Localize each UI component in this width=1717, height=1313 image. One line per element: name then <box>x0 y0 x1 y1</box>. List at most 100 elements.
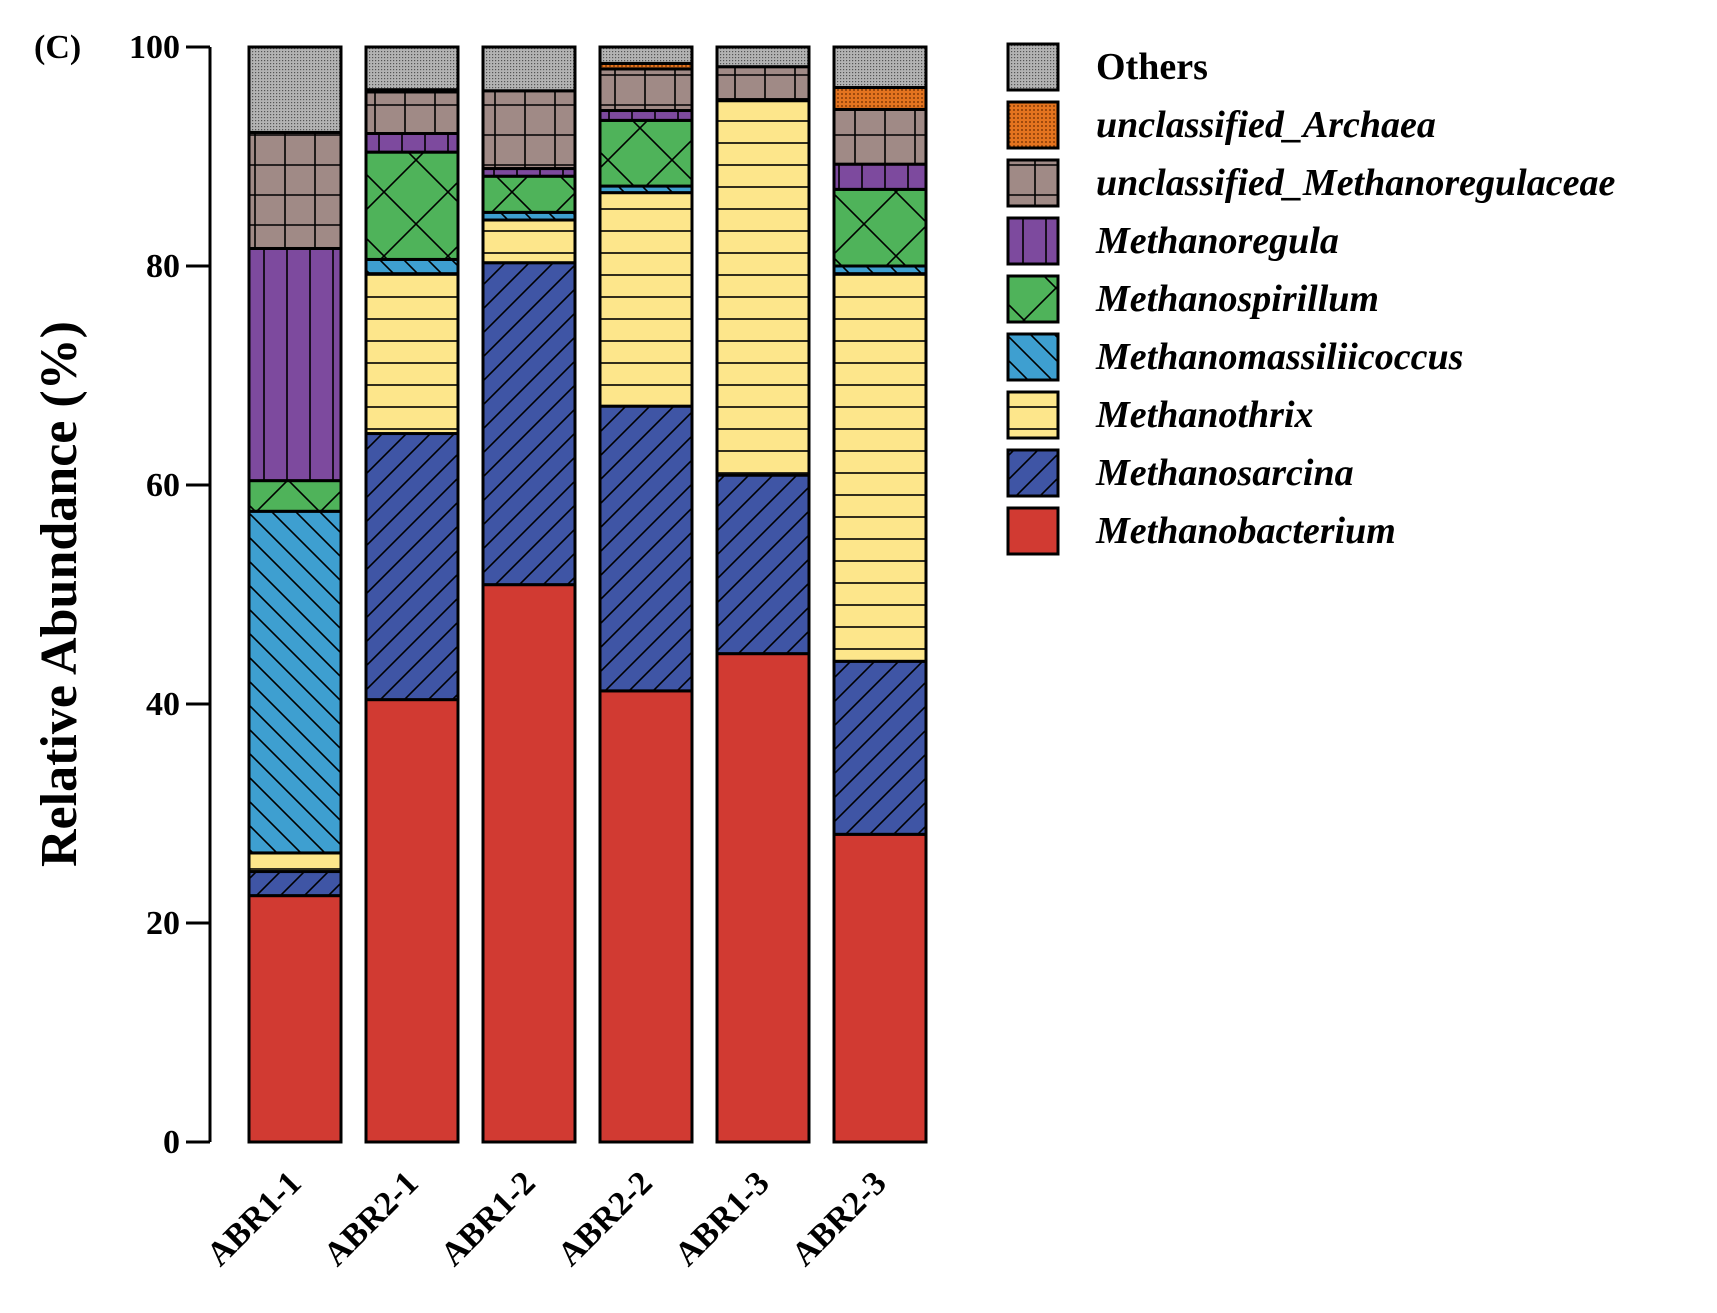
x-tick-label: ABR1-1 <box>200 1164 309 1273</box>
segment-pattern <box>249 47 341 133</box>
segment-pattern <box>366 433 458 700</box>
bar-segment-abr2-2-methanobacterium <box>598 689 694 1144</box>
segment-pattern <box>483 212 575 221</box>
y-tick-label: 0 <box>163 1124 180 1161</box>
x-tick-label: ABR2-2 <box>551 1164 660 1273</box>
segment-pattern <box>600 47 692 64</box>
segment-pattern <box>366 91 458 134</box>
bar-segment-abr1-2-methanobacterium <box>481 583 577 1144</box>
legend-label: unclassified_Methanoregulaceae <box>1096 162 1615 204</box>
bar-segment-abr2-1-methanoregula <box>364 132 460 154</box>
segment-pattern <box>483 262 575 585</box>
bar-abr2-3 <box>832 45 928 1144</box>
segment-border <box>481 45 577 93</box>
segment-fill <box>717 653 809 1142</box>
segment-pattern <box>834 266 926 274</box>
y-tick-label: 20 <box>146 905 180 942</box>
bar-abr2-2 <box>598 45 694 1144</box>
segment-pattern <box>249 511 341 853</box>
segment-pattern <box>600 406 692 691</box>
segment-pattern <box>366 47 458 90</box>
bar-segment-abr2-2-unclassified-methanoregulaceae <box>598 67 694 113</box>
bar-segment-abr1-3-methanosarcina <box>715 473 811 656</box>
y-tick-label: 80 <box>146 248 180 285</box>
segment-pattern <box>483 168 575 177</box>
legend-label: Others <box>1096 46 1208 88</box>
legend-swatch-pattern <box>1008 218 1058 264</box>
bar-segment-abr1-1-methanosarcina <box>247 870 343 898</box>
segment-border <box>715 45 811 69</box>
x-tick-label: ABR2-1 <box>317 1164 426 1273</box>
segment-pattern <box>483 220 575 263</box>
x-tick-label: ABR1-2 <box>434 1164 543 1273</box>
segment-fill <box>834 834 926 1142</box>
legend-item-methanospirillum: Methanospirillum <box>1006 274 1379 324</box>
bar-segment-abr1-2-methanosarcina <box>481 261 577 587</box>
legend-label: Methanomassiliicoccus <box>1095 336 1463 378</box>
bar-segment-abr1-2-methanospirillum <box>481 174 577 214</box>
bar-segment-abr1-3-methanobacterium <box>715 652 811 1144</box>
legend-swatch-border <box>1006 448 1060 498</box>
legend-item-methanoregula: Methanoregula <box>1006 216 1339 266</box>
segment-pattern <box>600 110 692 121</box>
bar-abr2-1 <box>364 45 460 1144</box>
y-tick-label: 100 <box>129 29 180 66</box>
x-tick-label: ABR1-3 <box>668 1164 777 1273</box>
legend-swatch-pattern <box>1008 392 1058 438</box>
segment-pattern <box>366 273 458 434</box>
bar-segment-abr2-2-others <box>598 45 694 65</box>
legend-swatch-border <box>1006 274 1060 324</box>
segment-fill <box>483 584 575 1142</box>
bar-abr1-1 <box>247 45 343 1144</box>
bar-abr1-2 <box>481 45 577 1144</box>
legend-label: Methanobacterium <box>1095 510 1396 552</box>
bar-segment-abr2-3-others <box>832 45 928 90</box>
bar-segment-abr2-2-methanosarcina <box>598 404 694 693</box>
legend-swatch-pattern <box>1008 334 1058 380</box>
y-axis-title: Relative Abundance (%) <box>31 321 88 867</box>
legend: Others unclassified_Archaea unclassified_M… <box>1006 42 1615 556</box>
legend-swatch-border <box>1006 158 1060 208</box>
segment-border <box>247 45 343 134</box>
segment-pattern <box>717 66 809 100</box>
bar-segment-abr1-3-unclassified-methanoregulaceae <box>715 65 811 102</box>
bar-segment-abr2-3-unclassified-archaea <box>832 86 928 111</box>
legend-label: Methanoregula <box>1095 220 1339 262</box>
bar-segment-abr2-1-methanobacterium <box>364 698 460 1144</box>
bar-segment-abr2-1-methanomassiliicoccus <box>364 257 460 276</box>
bar-segment-abr1-1-others <box>247 45 343 134</box>
legend-swatch-border <box>1006 216 1060 266</box>
y-tick-label: 60 <box>146 467 180 504</box>
bar-abr1-3 <box>715 45 811 1144</box>
plot-area: 0 20 40 60 80 100 ABR1-1 ABR2-1 ABR1-2 ABR2-2 ABR1… <box>129 29 928 1273</box>
legend-swatch-pattern <box>1008 44 1058 90</box>
bar-segment-abr2-2-methanothrix <box>598 191 694 408</box>
segment-pattern <box>717 47 809 67</box>
legend-swatch-border <box>1006 100 1060 150</box>
segment-pattern <box>834 164 926 190</box>
bar-segment-abr2-1-methanosarcina <box>364 432 460 702</box>
segment-pattern <box>717 475 809 654</box>
bar-segment-abr1-3-others <box>715 45 811 69</box>
legend-swatch-pattern <box>1008 102 1058 148</box>
legend-item-methanosarcina: Methanosarcina <box>1006 448 1354 498</box>
legend-item-unclassified-methanoregulaceae: unclassified_Methanoregulaceae <box>1006 158 1615 208</box>
segment-pattern <box>834 273 926 662</box>
legend-swatch-border <box>1006 42 1060 92</box>
segment-pattern <box>600 186 692 193</box>
bar-segment-abr2-3-methanobacterium <box>832 832 928 1144</box>
segment-fill <box>249 895 341 1142</box>
segment-pattern <box>834 109 926 165</box>
panel-label: (C) <box>34 29 81 66</box>
segment-pattern <box>366 259 458 274</box>
segment-pattern <box>483 176 575 213</box>
bar-segment-abr2-1-methanospirillum <box>364 150 460 261</box>
segment-pattern <box>249 248 341 481</box>
segment-pattern <box>483 47 575 91</box>
legend-label: Methanospirillum <box>1095 278 1379 320</box>
segment-pattern <box>249 480 341 512</box>
bar-segment-abr1-2-unclassified-methanoregulaceae <box>481 89 577 171</box>
segment-pattern <box>834 661 926 835</box>
segment-pattern <box>600 120 692 187</box>
bar-segment-abr2-3-methanothrix <box>832 272 928 663</box>
